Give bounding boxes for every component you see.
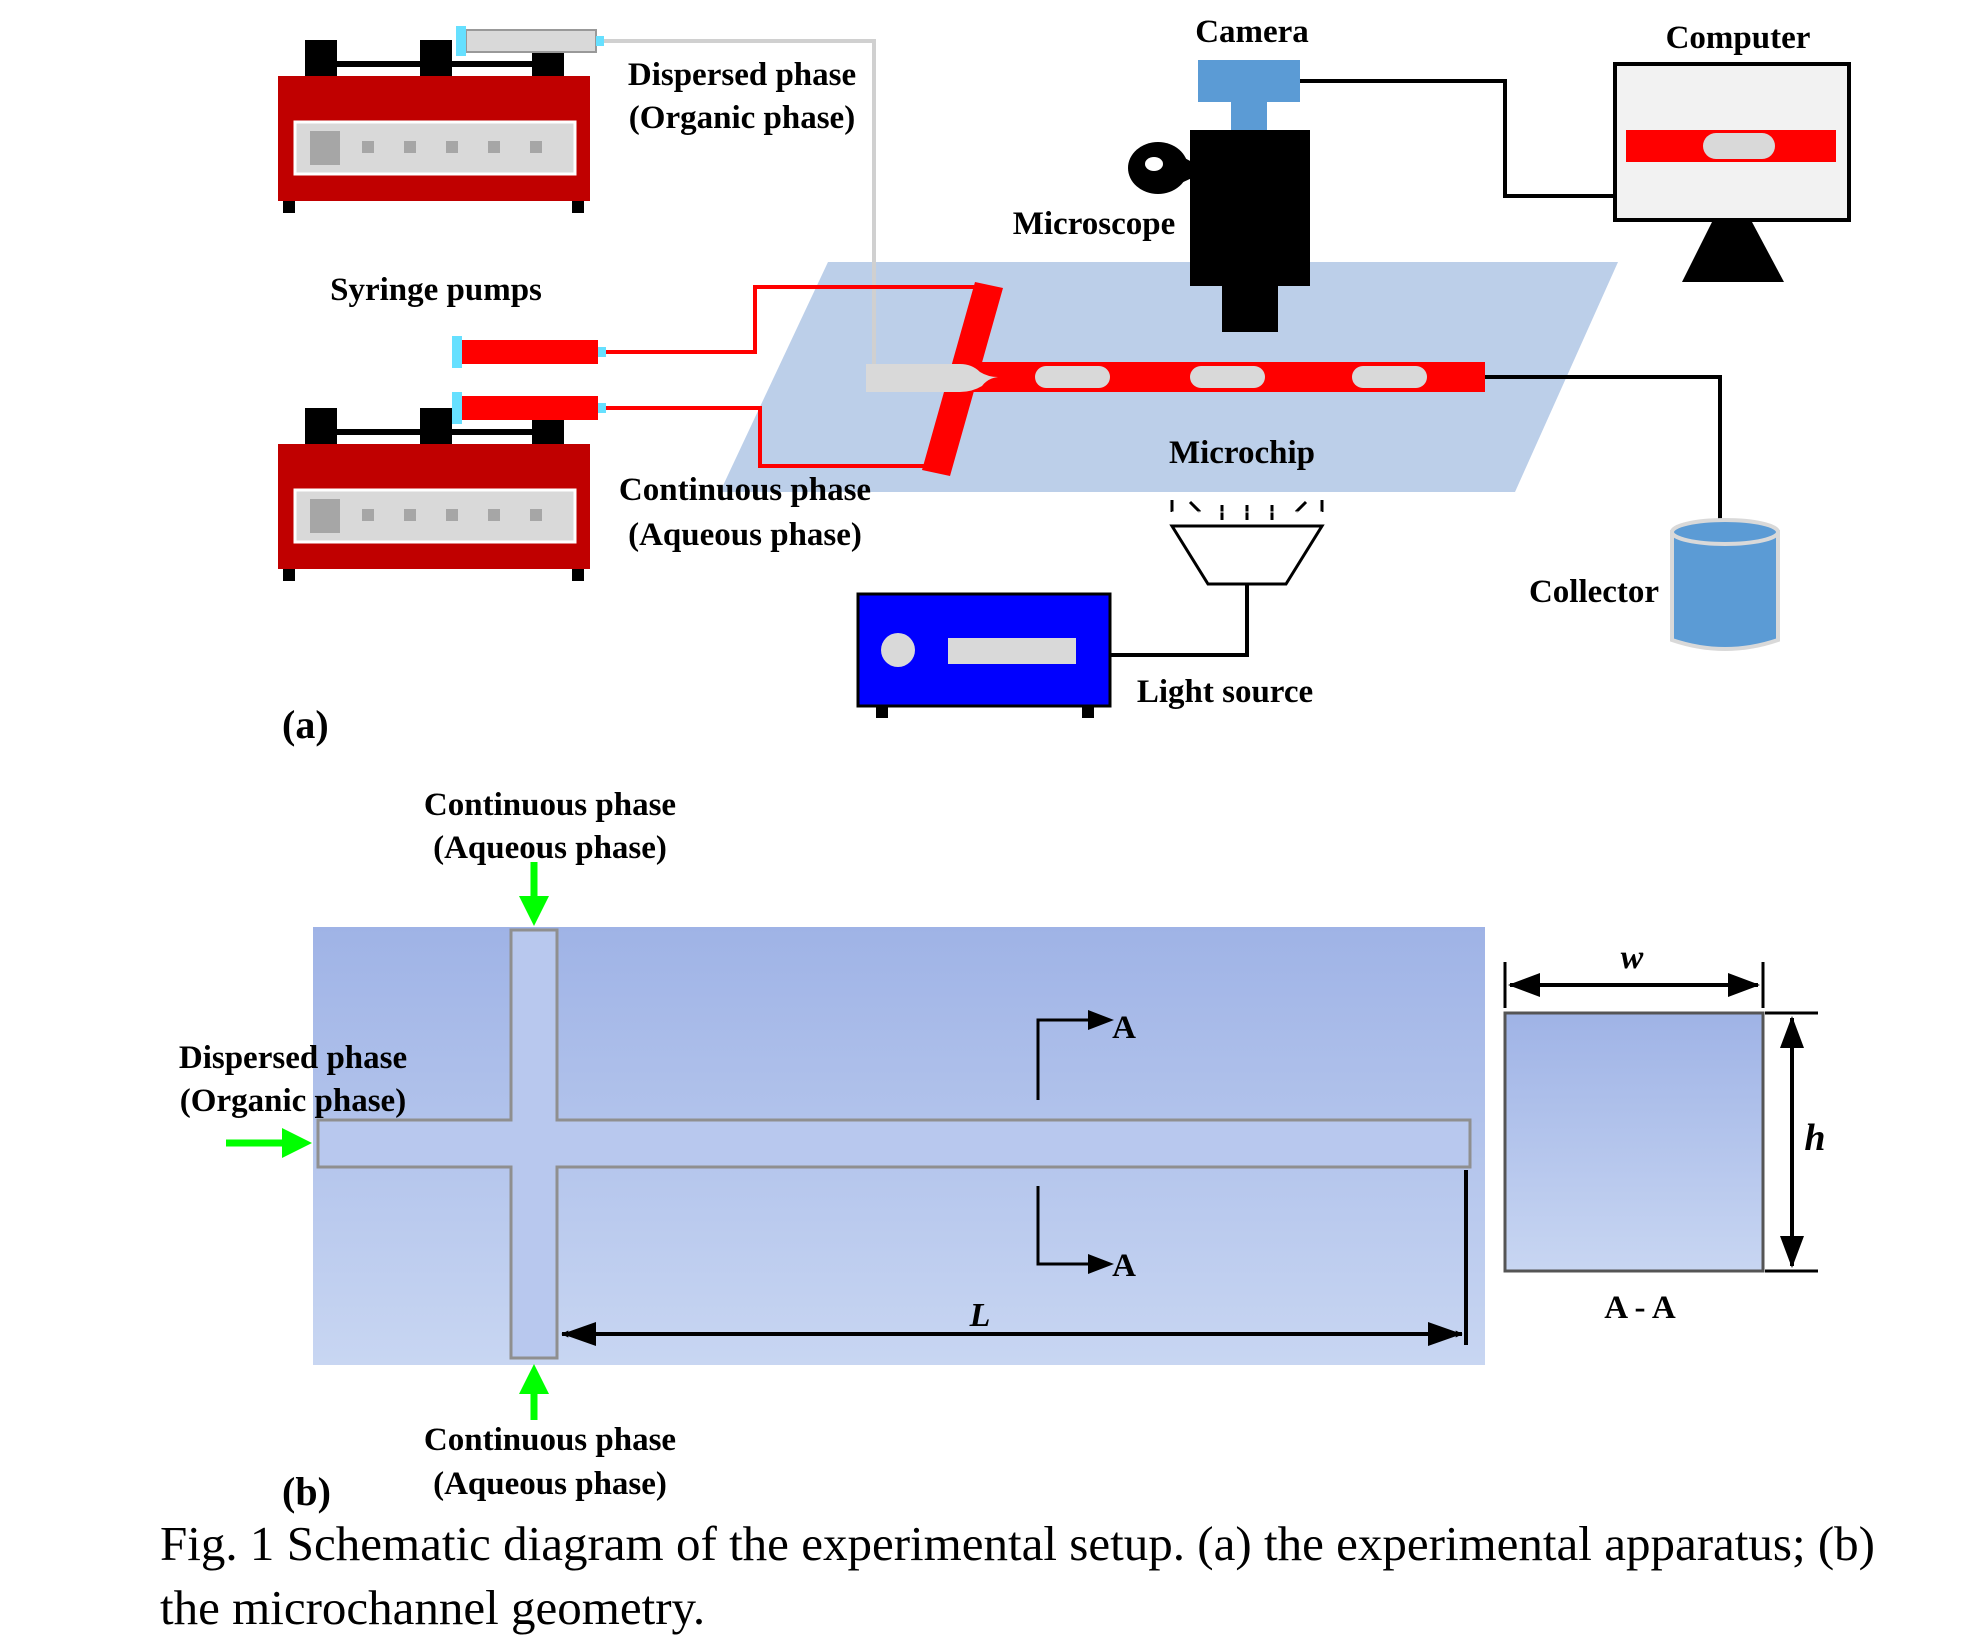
light-source-label: Light source [1137,674,1313,710]
computer-label: Computer [1666,20,1811,56]
section-marker-top-label: A [1112,1010,1136,1046]
camera-label: Camera [1195,14,1309,50]
continuous-phase-top-sublabel: (Aqueous phase) [433,830,667,866]
height-dimension [1765,1011,1818,1273]
section-marker-bottom-label: A [1112,1248,1136,1284]
continuous-phase-top-label: Continuous phase [424,787,676,823]
lamp-icon [1169,500,1325,586]
dispersed-phase-label: Dispersed phase [628,57,856,93]
panel-b: A A L w h A - A Continuou [179,787,1826,1514]
cross-junction-channel [316,928,1472,1360]
collector-label: Collector [1529,574,1659,610]
panel-b-label: (b) [282,1469,331,1514]
microscope-label: Microscope [1013,206,1176,242]
collector-beaker [1670,518,1780,651]
outlet-tubing [1485,375,1722,540]
panel-a: Dispersed phase (Organic phase) Syringe … [278,14,1851,747]
height-symbol: h [1804,1117,1825,1159]
camera-mount [1231,102,1267,130]
cross-section-square [1503,1011,1765,1273]
syringe-pumps-label: Syringe pumps [330,272,542,308]
section-marker-bottom [1036,1186,1114,1274]
syringe-pump-top [278,26,604,213]
panel-a-label: (a) [282,702,329,747]
dispersed-phase-b-label: Dispersed phase [179,1040,407,1076]
section-label: A - A [1604,1290,1676,1326]
camera-cable [1300,79,1615,198]
dispersed-phase-sublabel: (Organic phase) [629,100,855,136]
continuous-phase-tubing-bottom [606,406,948,468]
microscope-icon [1128,130,1310,332]
dispersed-phase-b-sublabel: (Organic phase) [180,1083,406,1119]
light-source-box [856,592,1112,718]
droplet [1352,366,1427,388]
continuous-inlet-arrow-top [519,862,549,926]
width-dimension [1503,962,1765,1008]
continuous-phase-bottom-label: Continuous phase [424,1422,676,1458]
length-symbol: L [969,1297,991,1334]
computer-icon [1613,62,1851,282]
syringe-pump-bottom [278,336,606,581]
continuous-phase-bottom-sublabel: (Aqueous phase) [433,1466,667,1502]
dispersed-inlet-channel [866,364,998,392]
droplet [1035,366,1110,388]
continuous-inlet-arrow-bottom [519,1364,549,1420]
continuous-phase-label: Continuous phase [619,472,871,508]
continuous-phase-sublabel: (Aqueous phase) [628,517,862,553]
dispersed-phase-tubing [604,39,876,364]
length-dimension [561,1170,1468,1346]
microchip-label: Microchip [1169,435,1315,471]
dispersed-inlet-arrow [226,1128,312,1158]
figure-caption: Fig. 1 Schematic diagram of the experime… [160,1516,1875,1635]
light-cable [1110,584,1249,657]
droplet [1190,366,1265,388]
camera-body [1198,60,1300,102]
section-marker-top [1036,1010,1114,1100]
continuous-phase-tubing-top [606,285,985,354]
width-symbol: w [1621,939,1644,976]
